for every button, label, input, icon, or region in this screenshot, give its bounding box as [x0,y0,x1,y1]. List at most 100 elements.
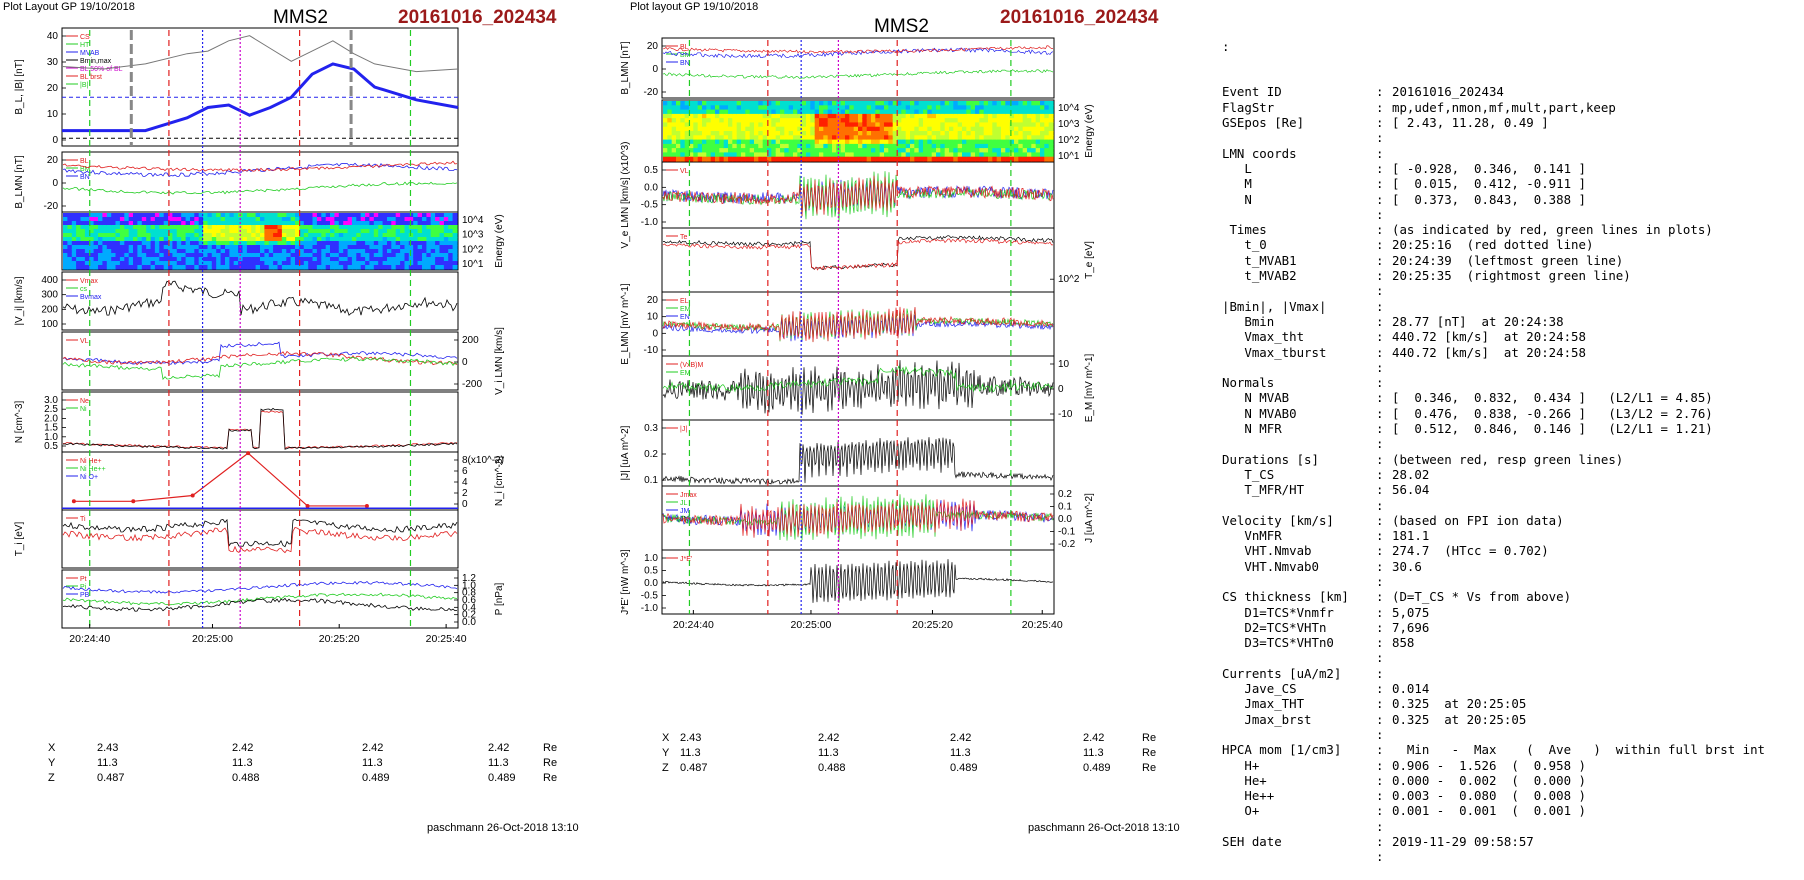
spectrogram-cell [89,265,95,270]
spectrogram-cell [71,229,77,234]
spectrogram-cell [316,265,322,270]
spectrogram-cell [277,257,283,262]
spectrogram-cell [299,241,305,246]
spectrogram-cell [387,245,392,250]
legend-label: EM [680,306,691,313]
spectrogram-cell [80,217,86,222]
spectrogram-cell [1031,148,1037,153]
spectrogram-cell [806,113,811,119]
spectrogram-cell [84,237,90,242]
position-value: 2.42 [488,742,510,754]
spectrogram-cell [290,241,296,246]
spectrogram-cell [858,101,863,106]
spectrogram-cell [426,221,432,226]
spectrogram-cell [827,105,833,111]
spectrogram-cell [119,229,125,234]
param-row: N MVAB:[ 0.346, 0.832, 0.434 ] (L2/L1 = … [1222,390,1800,405]
spectrogram-cell [163,261,169,266]
spectrogram-cell [927,135,933,141]
spectrogram-cell [133,229,138,234]
spectrogram-cell [268,261,274,266]
spectrogram-cell [216,221,222,226]
spectrogram-cell [797,131,803,136]
spectrogram-cell [897,152,902,158]
spectrogram-cell [788,113,794,119]
spectrogram-cell [211,233,217,238]
spectrogram-cell [286,213,292,218]
param-value: 274.7 (HTcc = 0.702) [1392,543,1549,559]
spectrogram-cell [413,241,419,246]
spectrogram-cell [975,139,980,145]
spectrogram-cell [71,217,77,222]
spectrogram-cell [356,213,362,218]
spectrogram-cell [823,148,829,153]
spectrogram-cell [888,139,894,145]
spectrogram-cell [137,233,143,238]
spectrogram-cell [676,101,681,106]
spectrogram-cell [689,156,694,162]
spectrogram-cell [732,109,738,115]
spectrogram-cell [1044,135,1050,141]
spectrogram-cell [719,118,725,123]
spectrogram-cell [745,143,751,149]
spectrogram-cell [426,213,432,218]
spectrogram-cell [762,139,768,145]
spectrogram-cell [671,143,677,149]
spectrogram-cell [1035,143,1041,149]
spectrogram-cell [295,241,300,246]
spectrogram-cell [330,213,335,218]
spectrogram-cell [845,122,850,128]
spectrogram-cell [749,113,755,119]
spectrogram-cell [931,109,937,115]
spectrogram-cell [767,118,772,123]
spectrogram-cell [940,122,946,128]
spectrogram-cell [124,257,130,262]
spectrogram-cell [901,131,907,136]
spectrogram-cell [953,109,959,115]
spectrogram-cell [387,253,392,258]
spectrogram-cell [875,152,881,158]
spectrogram-cell [417,237,423,242]
spectrogram-cell [689,105,694,111]
y-tick-label: 10^2 [1058,135,1080,146]
spectrogram-cell [207,261,213,266]
spectrogram-cell [871,152,876,158]
spectrogram-cell [176,217,182,222]
spectrogram-cell [168,257,174,262]
param-colon: : [1376,421,1384,437]
spectrogram-cell [325,261,331,266]
spectrogram-cell [347,213,353,218]
he-plus-plus-series [73,452,367,507]
spectrogram-cell [858,152,863,158]
spectrogram-cell [663,139,668,145]
spectrogram-cell [723,122,729,128]
spectrogram-cell [1018,109,1024,115]
spectrogram-cell [439,261,445,266]
spectrogram-cell [992,118,998,123]
spectrogram-cell [417,265,423,270]
spectrogram-cell [400,213,406,218]
spectrogram-cell [1005,148,1011,153]
param-value: [ 0.015, 0.412, -0.911 ] [1392,176,1586,192]
spectrogram-cell [84,221,90,226]
spectrogram-cell [198,265,204,270]
param-row: He++:0.003 - 0.080 ( 0.008 ) [1222,788,1800,803]
spectrogram-cell [1048,105,1054,111]
spectrogram-cell [448,265,454,270]
spectrogram-cell [216,249,222,254]
spectrogram-cell [443,249,449,254]
spectrogram-cell [422,257,427,262]
spectrogram-cell [962,135,967,141]
spectrogram-cell [771,152,777,158]
spectrogram-cell [391,241,397,246]
spectrogram-cell [369,225,375,230]
spectrogram-cell [905,118,911,123]
spectrogram-cell [1044,118,1050,123]
spectrogram-cell [211,241,217,246]
spectrogram-cell [810,101,816,106]
spectrogram-cell [1044,113,1050,119]
spectrogram-cell [80,233,86,238]
spectrogram-cell [996,156,1002,162]
spectrogram-cell [923,118,928,123]
spectrogram-cell [264,261,270,266]
